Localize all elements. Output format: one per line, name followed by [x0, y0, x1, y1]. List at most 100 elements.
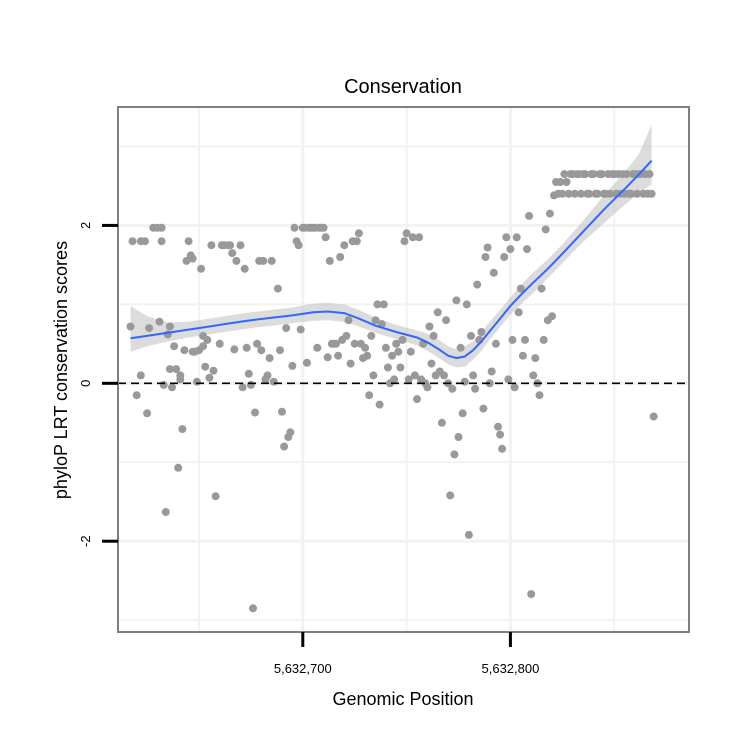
y-tick-label: -2 — [78, 535, 93, 547]
plot-frame — [117, 106, 690, 633]
data-point — [523, 245, 531, 254]
data-point — [396, 363, 405, 372]
data-point — [240, 264, 249, 273]
data-point — [230, 345, 239, 354]
data-point — [500, 253, 509, 261]
y-tick-label: 2 — [78, 222, 93, 229]
data-point — [390, 375, 399, 384]
data-point — [244, 369, 253, 378]
data-point — [479, 404, 488, 413]
data-point — [352, 237, 361, 246]
data-point — [340, 241, 349, 250]
data-point — [165, 322, 174, 331]
data-point — [537, 284, 546, 293]
data-point — [253, 339, 262, 348]
data-point — [450, 450, 459, 459]
data-point — [182, 256, 191, 265]
data-point — [176, 371, 185, 380]
data-point — [560, 170, 569, 179]
data-point — [394, 347, 403, 356]
data-point — [354, 229, 363, 238]
data-point — [165, 365, 174, 374]
data-point — [548, 312, 556, 321]
data-point — [367, 331, 376, 340]
data-point — [494, 422, 502, 431]
data-point — [458, 409, 467, 418]
data-point — [406, 347, 415, 356]
data-point — [236, 241, 245, 250]
data-point — [647, 189, 656, 198]
data-point — [626, 189, 635, 198]
data-point — [207, 241, 216, 250]
data-point — [558, 189, 567, 198]
data-point — [201, 362, 210, 371]
data-point — [464, 530, 473, 539]
data-point — [346, 359, 355, 368]
data-point — [404, 375, 413, 384]
y-axis-label: phyloP LRT conservation scores — [51, 241, 71, 499]
x-tick-label: 5,632,800 — [482, 661, 540, 676]
data-point — [365, 391, 374, 400]
data-point — [325, 256, 334, 265]
data-point — [606, 189, 615, 198]
data-point — [545, 209, 554, 218]
data-point — [294, 241, 303, 250]
data-point — [371, 316, 380, 325]
data-point — [585, 189, 594, 198]
data-point — [288, 361, 297, 370]
data-point — [402, 229, 411, 238]
data-point — [161, 508, 170, 516]
data-point — [203, 335, 212, 344]
data-point — [489, 268, 498, 277]
data-point — [361, 343, 370, 352]
data-point — [155, 317, 164, 326]
data-point — [539, 335, 548, 344]
data-point — [350, 339, 359, 348]
data-point — [242, 343, 251, 352]
data-point — [126, 322, 135, 331]
data-point — [246, 380, 255, 389]
data-point — [363, 351, 372, 360]
data-point — [410, 371, 419, 380]
data-point — [259, 256, 268, 265]
data-point — [398, 335, 407, 344]
data-point — [128, 237, 137, 246]
data-point — [197, 264, 206, 273]
data-point — [157, 237, 166, 246]
data-point — [471, 384, 480, 393]
data-point — [518, 351, 527, 360]
data-point — [597, 170, 606, 179]
data-point — [332, 339, 340, 348]
data-point — [209, 366, 218, 375]
data-point — [469, 371, 478, 380]
data-point — [535, 391, 544, 400]
x-axis-label: Genomic Position — [332, 689, 473, 709]
data-point — [369, 371, 378, 380]
data-point — [581, 170, 590, 179]
data-point — [263, 371, 272, 380]
data-point — [157, 223, 166, 232]
data-point — [433, 308, 442, 317]
data-point — [286, 428, 295, 437]
data-point — [570, 189, 579, 198]
data-point — [514, 308, 523, 317]
data-point — [296, 325, 305, 334]
data-point — [334, 351, 343, 360]
data-point — [170, 342, 179, 351]
data-point — [622, 170, 631, 179]
data-point — [564, 189, 573, 198]
data-point — [232, 256, 241, 265]
data-point — [452, 296, 461, 305]
data-point — [251, 408, 259, 417]
data-point — [429, 331, 438, 340]
data-point — [174, 463, 183, 472]
data-point — [344, 316, 353, 325]
data-point — [375, 400, 384, 409]
data-point — [168, 383, 176, 392]
data-point — [477, 328, 486, 336]
data-point — [278, 407, 286, 416]
data-point — [199, 342, 208, 351]
data-point — [408, 233, 417, 242]
data-point — [132, 391, 141, 400]
